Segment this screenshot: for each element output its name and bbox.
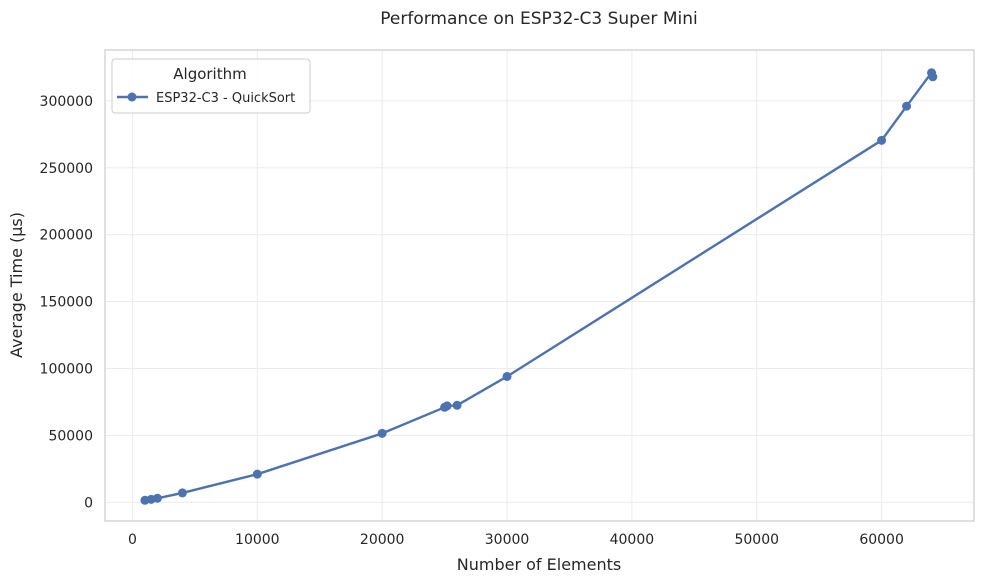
x-tick-label: 0 (128, 532, 137, 548)
data-point (252, 469, 262, 479)
x-tick-label: 60000 (859, 532, 904, 548)
x-tick-label: 30000 (485, 532, 530, 548)
data-point (377, 428, 387, 438)
data-point (452, 400, 462, 410)
series-line (144, 71, 934, 502)
data-point (928, 72, 938, 82)
x-tick-label: 10000 (235, 532, 280, 548)
grid (105, 50, 974, 521)
data-point (442, 401, 452, 411)
x-axis-ticks: 0 10000 20000 30000 40000 50000 60000 (128, 532, 904, 548)
legend-marker-sample (127, 92, 137, 102)
legend: Algorithm ESP32-C3 - QuickSort (111, 58, 311, 114)
y-tick-label: 200000 (40, 228, 93, 244)
y-axis-label: Average Time (µs) (7, 212, 26, 358)
plot-frame (104, 49, 975, 522)
y-tick-label: 300000 (40, 94, 93, 110)
y-tick-label: 150000 (40, 295, 93, 311)
y-axis-ticks: 0 50000 100000 150000 200000 250000 300000 (40, 94, 93, 511)
data-point (152, 493, 162, 503)
y-tick-label: 0 (84, 495, 93, 511)
x-tick-label: 20000 (360, 532, 405, 548)
x-tick-label: 40000 (610, 532, 655, 548)
series-layer (140, 68, 938, 505)
legend-series-label: ESP32-C3 - QuickSort (156, 91, 295, 106)
data-point (177, 488, 187, 498)
chart-title: Performance on ESP32-C3 Super Mini (380, 9, 697, 29)
data-point (877, 135, 887, 145)
data-point (502, 371, 512, 381)
y-tick-label: 50000 (48, 428, 93, 444)
x-axis-label: Number of Elements (457, 555, 621, 574)
x-tick-label: 50000 (734, 532, 779, 548)
legend-box (111, 58, 311, 114)
legend-title: Algorithm (173, 65, 246, 83)
data-point (902, 101, 912, 111)
y-tick-label: 100000 (40, 361, 93, 377)
y-tick-label: 250000 (40, 161, 93, 177)
